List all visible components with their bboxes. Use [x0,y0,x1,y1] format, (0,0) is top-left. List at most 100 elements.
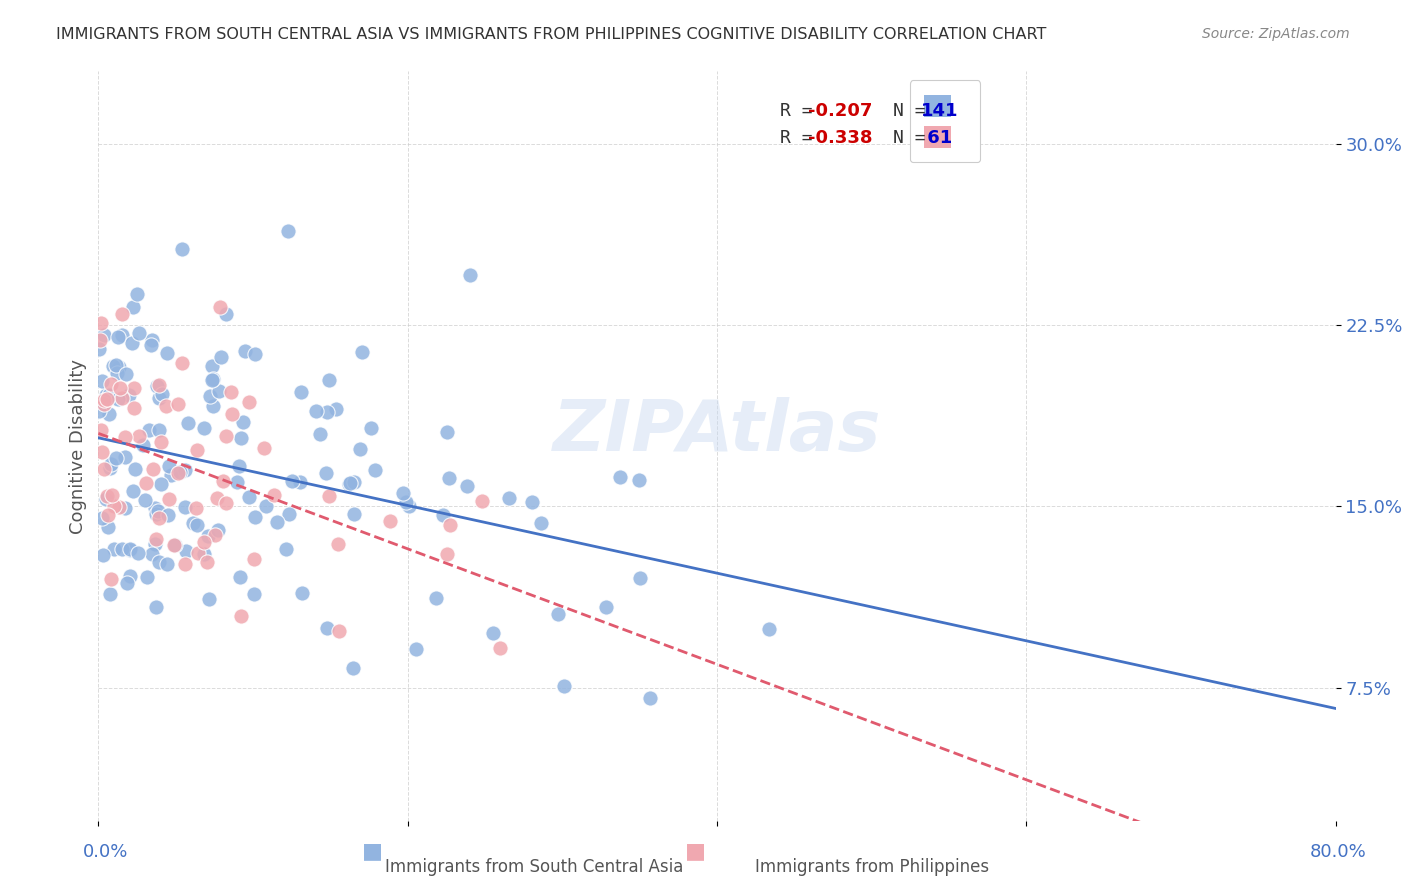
Point [163,538,186,552]
Point [276,541,298,556]
Point [134,493,156,508]
Point [432,508,454,522]
Point [155,400,177,414]
Point [277,224,299,238]
Point [758,623,780,637]
Point [405,642,427,657]
Point [118,388,141,402]
Point [100,587,122,601]
Point [315,466,337,480]
Text: ZIPAtlas: ZIPAtlas [553,397,882,466]
Point [105,358,128,372]
Point [145,507,167,521]
Point [93,328,115,343]
Point [254,499,277,513]
Point [156,345,179,359]
Point [291,586,314,600]
Point [638,690,661,705]
Point [172,356,194,370]
Point [91,374,114,388]
Point [135,476,157,491]
Point [436,547,458,561]
Point [489,640,512,655]
Point [398,499,420,513]
Point [242,587,264,601]
Point [198,389,221,403]
Point [193,421,215,435]
Point [229,431,252,445]
Point [530,516,553,531]
Point [207,524,229,538]
Point [114,367,136,381]
Point [149,476,172,491]
Point [145,532,167,546]
Point [103,499,125,513]
Text: Source: ZipAtlas.com: Source: ZipAtlas.com [1202,27,1350,41]
Point [228,459,250,474]
Point [395,495,418,509]
Point [343,507,366,521]
Point [290,475,312,490]
Point [89,342,111,356]
Text: N =: N = [893,129,936,147]
Point [458,268,481,282]
Point [627,473,650,487]
Point [141,337,163,351]
Point [170,242,193,256]
Point [215,496,238,510]
Point [157,491,180,506]
Point [128,429,150,443]
Point [174,557,197,571]
Point [146,504,169,518]
Point [238,490,260,504]
Point [107,392,129,406]
Point [197,555,219,569]
Point [89,404,111,418]
Point [425,591,447,605]
Text: R =: R = [780,103,824,120]
Point [305,404,328,418]
Point [326,537,349,551]
Point [89,333,111,347]
Point [108,500,131,515]
Point [238,395,260,409]
Point [471,493,494,508]
Point [145,600,167,615]
Point [226,475,249,489]
Point [553,679,575,693]
Point [193,534,215,549]
Text: ■: ■ [686,841,706,861]
Point [114,450,136,465]
Point [343,475,366,489]
Point [96,392,118,406]
Point [290,385,312,400]
Point [90,445,112,459]
Point [498,491,520,506]
Point [93,397,115,411]
Point [243,347,266,361]
Y-axis label: Cognitive Disability: Cognitive Disability [69,359,87,533]
Point [173,500,195,514]
Point [111,327,134,342]
Point [90,424,112,438]
Point [156,557,179,571]
Point [208,384,231,398]
Point [157,508,180,522]
Point [215,307,238,321]
Point [136,570,159,584]
Point [212,474,235,488]
Point [90,511,112,525]
Point [173,463,195,477]
Point [214,428,236,442]
Point [103,542,125,557]
Point [318,373,340,387]
Point [122,381,145,395]
Point [349,442,371,456]
Point [118,569,141,583]
Point [166,466,188,480]
Point [360,421,382,435]
Point [595,599,617,614]
Text: Immigrants from Philippines: Immigrants from Philippines [755,858,988,876]
Point [364,462,387,476]
Point [148,423,170,437]
